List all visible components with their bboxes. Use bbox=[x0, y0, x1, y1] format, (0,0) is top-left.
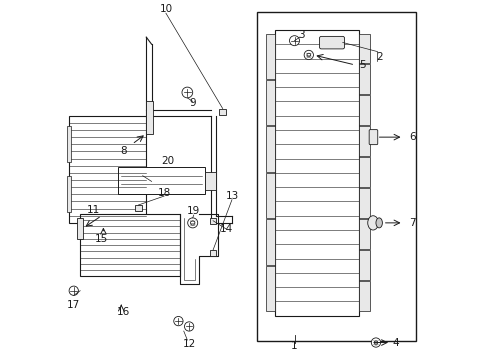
Ellipse shape bbox=[367, 216, 378, 230]
Bar bbox=[358, 157, 369, 187]
Bar bbox=[209, 217, 216, 224]
Circle shape bbox=[304, 50, 313, 60]
Text: 13: 13 bbox=[225, 191, 238, 201]
Circle shape bbox=[182, 87, 192, 98]
Text: 1: 1 bbox=[290, 341, 297, 351]
Circle shape bbox=[69, 286, 78, 296]
Bar bbox=[358, 95, 369, 125]
Text: 17: 17 bbox=[67, 300, 80, 310]
Ellipse shape bbox=[375, 218, 382, 228]
Bar bbox=[66, 176, 71, 212]
Text: 6: 6 bbox=[408, 132, 415, 142]
Circle shape bbox=[187, 218, 197, 228]
Bar bbox=[118, 167, 205, 194]
Text: 10: 10 bbox=[159, 4, 172, 14]
Bar bbox=[77, 217, 83, 239]
Text: 14: 14 bbox=[220, 224, 233, 234]
Bar bbox=[146, 102, 153, 134]
Text: 9: 9 bbox=[189, 98, 196, 108]
Text: 20: 20 bbox=[161, 157, 174, 166]
Text: 12: 12 bbox=[182, 339, 195, 348]
Text: 11: 11 bbox=[86, 205, 100, 215]
Bar bbox=[265, 126, 274, 172]
Circle shape bbox=[370, 338, 380, 347]
Bar bbox=[358, 281, 369, 311]
FancyBboxPatch shape bbox=[368, 130, 377, 145]
Text: 18: 18 bbox=[157, 188, 170, 198]
Text: 7: 7 bbox=[408, 218, 415, 228]
Circle shape bbox=[190, 221, 194, 225]
Circle shape bbox=[306, 53, 310, 57]
Bar bbox=[358, 250, 369, 280]
Text: 8: 8 bbox=[120, 147, 126, 157]
Text: 4: 4 bbox=[392, 338, 399, 347]
FancyBboxPatch shape bbox=[319, 36, 344, 49]
Bar bbox=[358, 219, 369, 249]
Circle shape bbox=[289, 36, 299, 46]
Bar bbox=[265, 266, 274, 311]
Text: 16: 16 bbox=[116, 307, 129, 317]
Bar bbox=[80, 214, 180, 276]
Bar bbox=[257, 12, 415, 341]
Bar bbox=[358, 64, 369, 94]
Bar bbox=[358, 126, 369, 156]
Bar bbox=[265, 80, 274, 125]
Bar bbox=[358, 33, 369, 63]
Circle shape bbox=[173, 316, 183, 326]
Bar bbox=[69, 116, 146, 223]
Bar bbox=[219, 109, 225, 115]
Text: 15: 15 bbox=[95, 234, 108, 244]
Bar bbox=[358, 188, 369, 218]
Bar bbox=[265, 219, 274, 265]
Bar bbox=[265, 173, 274, 218]
Bar bbox=[66, 126, 71, 162]
Circle shape bbox=[184, 322, 193, 331]
Bar bbox=[135, 205, 142, 211]
Bar bbox=[265, 33, 274, 79]
Bar bbox=[205, 172, 216, 190]
Text: 5: 5 bbox=[358, 60, 365, 70]
Bar bbox=[209, 250, 216, 256]
Text: 3: 3 bbox=[298, 30, 305, 40]
Circle shape bbox=[373, 341, 377, 344]
Bar bbox=[274, 30, 358, 316]
Text: 2: 2 bbox=[376, 52, 383, 62]
Text: 19: 19 bbox=[187, 206, 200, 216]
